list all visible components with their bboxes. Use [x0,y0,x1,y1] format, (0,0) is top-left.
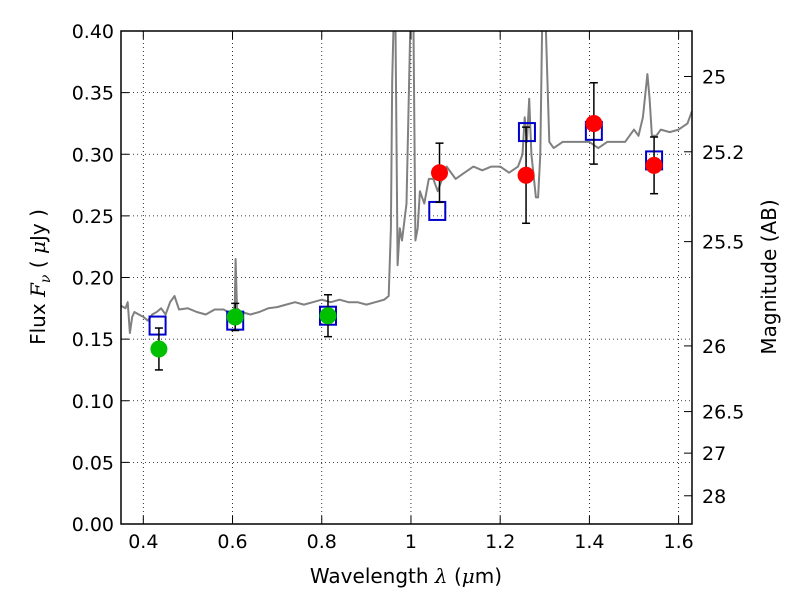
right-tick-label: 25.2 [702,142,744,164]
right-axis-label: Magnitude (AB) [757,199,781,354]
right-tick-label: 25 [702,66,726,88]
x-tick-label: 0.4 [128,531,158,553]
observed-point [645,156,663,174]
observed-point [431,164,449,182]
y-tick-label: 0.20 [72,268,114,290]
grid-lines [121,30,692,525]
y-tick-label: 0.00 [72,514,114,536]
y-axis-label: Flux Fν ( μJy ) [26,209,54,345]
x-tick-label: 0.6 [217,531,247,553]
y-tick-label: 0.10 [72,391,114,413]
observed-point [585,114,603,132]
model-square-point [428,200,447,221]
x-tick-label: 1.2 [485,531,515,553]
model-points-layer [148,120,664,336]
y-tick-label: 0.05 [72,452,114,474]
y-tick-label: 0.25 [72,206,114,228]
y-tick-label: 0.40 [72,21,114,43]
observed-point [150,340,168,358]
model-square-point [517,122,536,143]
plot-frame [120,30,693,525]
y-tick-label: 0.35 [72,83,114,105]
y-tick-label: 0.30 [72,144,114,166]
right-tick-label: 26 [702,336,726,358]
x-tick-label: 0.8 [307,531,337,553]
error-bars-layer [154,82,659,371]
y-tick-label: 0.15 [72,329,114,351]
x-tick-label: 1.4 [574,531,604,553]
right-tick-label: 28 [702,486,726,508]
right-tick-label: 27 [702,443,726,465]
x-tick-label: 1 [405,531,417,553]
right-tick-label: 25.5 [702,232,744,254]
observed-point [319,307,337,325]
x-axis-label: Wavelength λ (μm) [310,564,502,588]
axis-ticks: 0.4 0.6 0.8 1 1.2 1.4 1.6 0.00 0.05 0.10 0.15 0.20 0… [72,21,745,553]
right-tick-label: 26.5 [702,402,744,424]
observed-points-layer [150,114,663,358]
model-square-point [148,315,167,336]
spectrum-line [121,31,692,334]
x-tick-label: 1.6 [664,531,694,553]
observed-point [226,308,244,326]
spectrum-layer [121,31,692,334]
observed-point [517,166,535,184]
